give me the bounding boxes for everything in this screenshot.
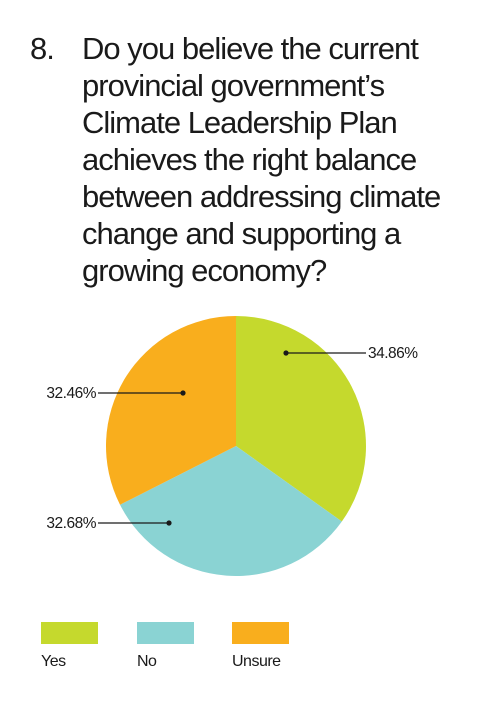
data-label-no: 32.68% (46, 515, 96, 532)
leader-dot-no (166, 520, 172, 526)
pie-slice-yes (236, 316, 367, 522)
pie-slice-unsure (105, 316, 236, 505)
pie-slice-no (120, 446, 342, 576)
leader-dot-yes (283, 350, 289, 356)
leader-dot-unsure (180, 390, 186, 396)
data-label-unsure: 32.46% (46, 385, 96, 402)
question-number: 8. (30, 31, 55, 66)
question-title: 8. Do you believe the current provincial… (30, 30, 470, 289)
data-label-yes: 34.86% (368, 345, 418, 362)
question-text: Do you believe the current provincial go… (82, 31, 441, 288)
